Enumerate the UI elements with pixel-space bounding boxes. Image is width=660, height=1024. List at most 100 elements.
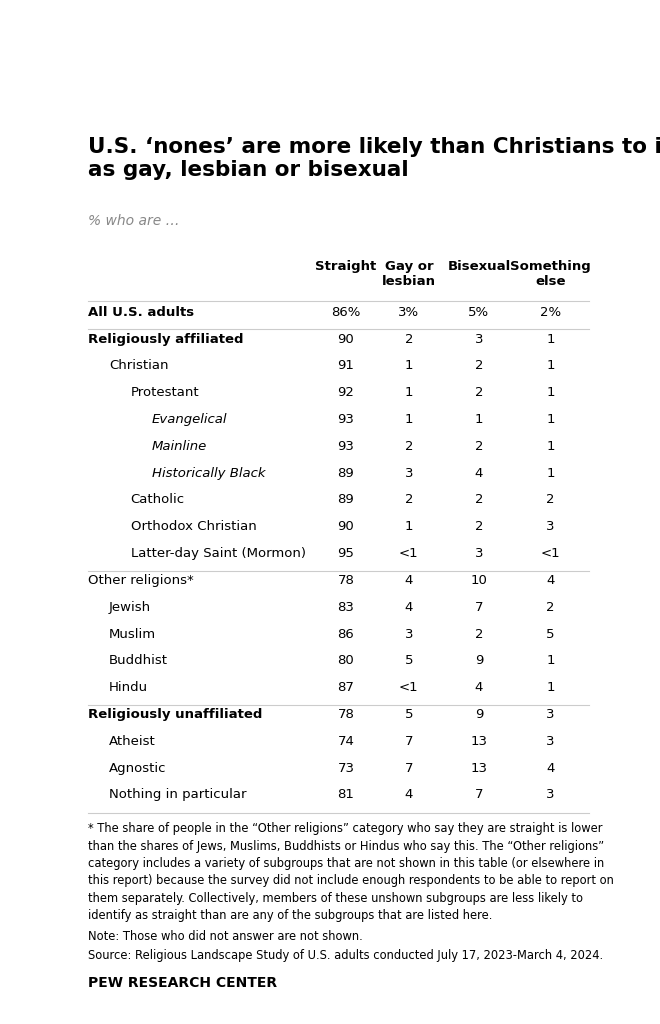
Text: Something
else: Something else: [510, 260, 591, 288]
Text: 1: 1: [546, 654, 555, 668]
Text: 1: 1: [546, 413, 555, 426]
Text: 2: 2: [546, 494, 555, 507]
Text: 74: 74: [337, 735, 354, 748]
Text: Religiously unaffiliated: Religiously unaffiliated: [88, 708, 262, 721]
Text: 5: 5: [546, 628, 555, 640]
Text: identify as straight than are any of the subgroups that are listed here.: identify as straight than are any of the…: [88, 909, 492, 922]
Text: Atheist: Atheist: [109, 735, 156, 748]
Text: PEW RESEARCH CENTER: PEW RESEARCH CENTER: [88, 976, 277, 990]
Text: 95: 95: [337, 547, 354, 560]
Text: Hindu: Hindu: [109, 681, 148, 694]
Text: 1: 1: [546, 333, 555, 346]
Text: 90: 90: [337, 333, 354, 346]
Text: 2: 2: [475, 440, 483, 453]
Text: 4: 4: [405, 788, 413, 802]
Text: * The share of people in the “Other religions” category who say they are straigh: * The share of people in the “Other reli…: [88, 822, 602, 836]
Text: 73: 73: [337, 762, 354, 774]
Text: 2%: 2%: [540, 306, 561, 318]
Text: U.S. ‘nones’ are more likely than Christians to identify
as gay, lesbian or bise: U.S. ‘nones’ are more likely than Christ…: [88, 137, 660, 180]
Text: Latter-day Saint (Mormon): Latter-day Saint (Mormon): [131, 547, 306, 560]
Text: 81: 81: [337, 788, 354, 802]
Text: 1: 1: [405, 386, 413, 399]
Text: 7: 7: [475, 601, 483, 613]
Text: 4: 4: [546, 573, 554, 587]
Text: 80: 80: [337, 654, 354, 668]
Text: 2: 2: [546, 601, 555, 613]
Text: 1: 1: [546, 440, 555, 453]
Text: 3: 3: [475, 333, 483, 346]
Text: 1: 1: [546, 681, 555, 694]
Text: 10: 10: [471, 573, 487, 587]
Text: Historically Black: Historically Black: [152, 467, 265, 479]
Text: 3: 3: [405, 467, 413, 479]
Text: 83: 83: [337, 601, 354, 613]
Text: 87: 87: [337, 681, 354, 694]
Text: 4: 4: [546, 762, 554, 774]
Text: Catholic: Catholic: [131, 494, 185, 507]
Text: than the shares of Jews, Muslims, Buddhists or Hindus who say this. The “Other r: than the shares of Jews, Muslims, Buddhi…: [88, 840, 604, 853]
Text: 93: 93: [337, 413, 354, 426]
Text: 2: 2: [405, 494, 413, 507]
Text: 13: 13: [471, 762, 488, 774]
Text: 86%: 86%: [331, 306, 360, 318]
Text: 3: 3: [546, 788, 555, 802]
Text: 3: 3: [405, 628, 413, 640]
Text: 3: 3: [546, 520, 555, 534]
Text: 5%: 5%: [469, 306, 490, 318]
Text: Buddhist: Buddhist: [109, 654, 168, 668]
Text: 4: 4: [405, 601, 413, 613]
Text: Agnostic: Agnostic: [109, 762, 166, 774]
Text: 1: 1: [405, 413, 413, 426]
Text: 9: 9: [475, 708, 483, 721]
Text: <1: <1: [399, 547, 418, 560]
Text: Note: Those who did not answer are not shown.: Note: Those who did not answer are not s…: [88, 930, 362, 943]
Text: 4: 4: [475, 467, 483, 479]
Text: 1: 1: [546, 386, 555, 399]
Text: 3: 3: [546, 708, 555, 721]
Text: 7: 7: [475, 788, 483, 802]
Text: Bisexual: Bisexual: [447, 260, 511, 273]
Text: 93: 93: [337, 440, 354, 453]
Text: 4: 4: [475, 681, 483, 694]
Text: 3: 3: [546, 735, 555, 748]
Text: 2: 2: [475, 386, 483, 399]
Text: Jewish: Jewish: [109, 601, 151, 613]
Text: Source: Religious Landscape Study of U.S. adults conducted July 17, 2023-March 4: Source: Religious Landscape Study of U.S…: [88, 949, 603, 963]
Text: Muslim: Muslim: [109, 628, 156, 640]
Text: 2: 2: [405, 440, 413, 453]
Text: 7: 7: [405, 735, 413, 748]
Text: Religiously affiliated: Religiously affiliated: [88, 333, 243, 346]
Text: 4: 4: [405, 573, 413, 587]
Text: Straight: Straight: [315, 260, 377, 273]
Text: <1: <1: [399, 681, 418, 694]
Text: 78: 78: [337, 573, 354, 587]
Text: 5: 5: [405, 708, 413, 721]
Text: 13: 13: [471, 735, 488, 748]
Text: Other religions*: Other religions*: [88, 573, 193, 587]
Text: <1: <1: [541, 547, 560, 560]
Text: 2: 2: [405, 333, 413, 346]
Text: 3%: 3%: [398, 306, 419, 318]
Text: Orthodox Christian: Orthodox Christian: [131, 520, 256, 534]
Text: this report) because the survey did not include enough respondents to be able to: this report) because the survey did not …: [88, 874, 614, 888]
Text: 86: 86: [337, 628, 354, 640]
Text: 92: 92: [337, 386, 354, 399]
Text: 2: 2: [475, 520, 483, 534]
Text: 1: 1: [405, 520, 413, 534]
Text: Evangelical: Evangelical: [152, 413, 228, 426]
Text: 89: 89: [337, 467, 354, 479]
Text: category includes a variety of subgroups that are not shown in this table (or el: category includes a variety of subgroups…: [88, 857, 604, 870]
Text: 89: 89: [337, 494, 354, 507]
Text: 2: 2: [475, 359, 483, 373]
Text: Nothing in particular: Nothing in particular: [109, 788, 247, 802]
Text: Mainline: Mainline: [152, 440, 207, 453]
Text: 78: 78: [337, 708, 354, 721]
Text: Christian: Christian: [109, 359, 168, 373]
Text: 90: 90: [337, 520, 354, 534]
Text: 7: 7: [405, 762, 413, 774]
Text: 1: 1: [405, 359, 413, 373]
Text: % who are …: % who are …: [88, 214, 179, 228]
Text: them separately. Collectively, members of these unshown subgroups are less likel: them separately. Collectively, members o…: [88, 892, 583, 904]
Text: 2: 2: [475, 494, 483, 507]
Text: 1: 1: [546, 359, 555, 373]
